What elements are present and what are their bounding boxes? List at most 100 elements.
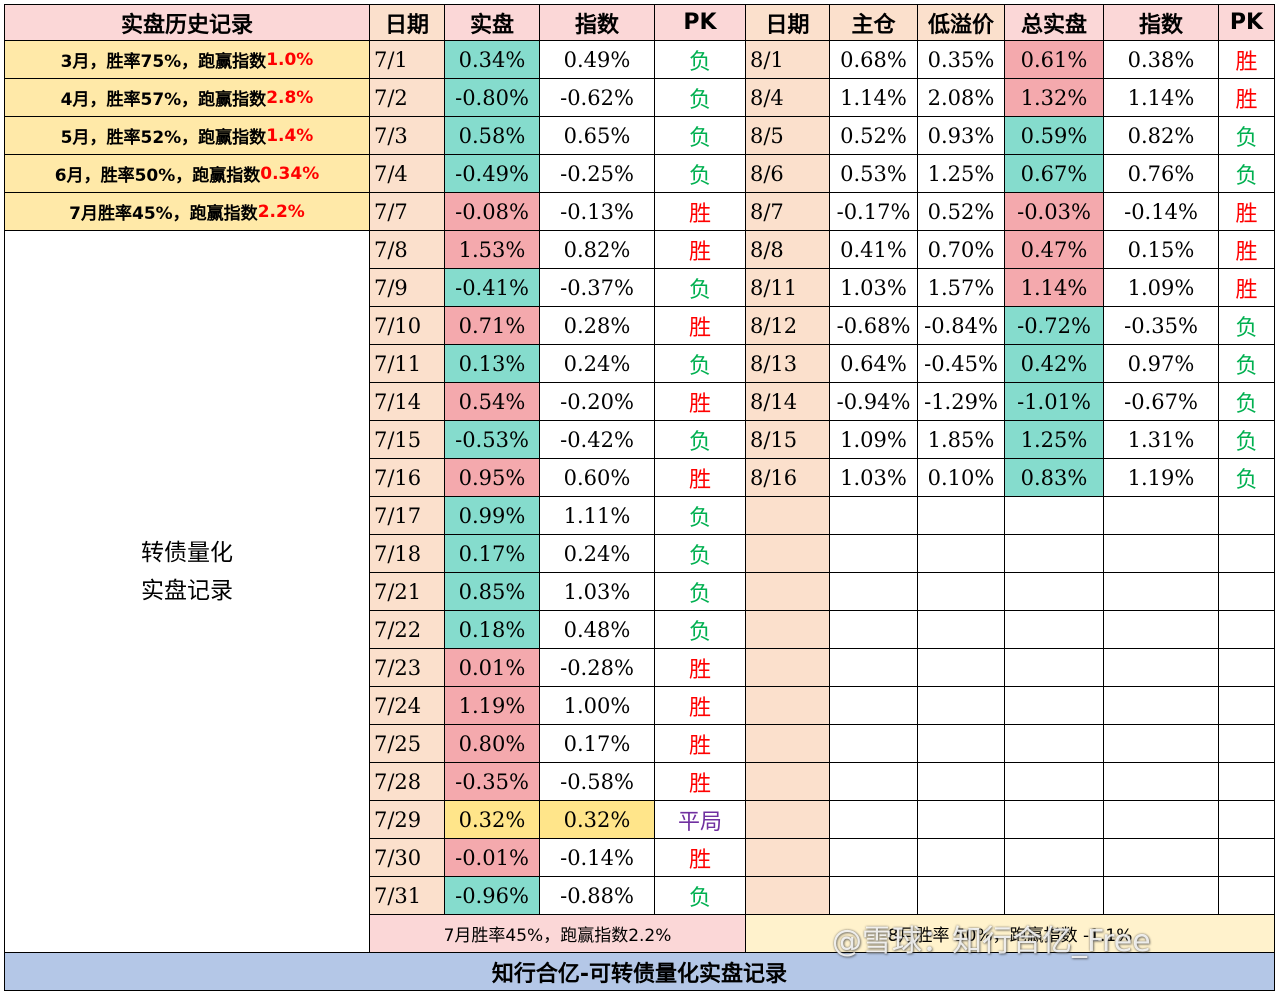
august-empty-cell <box>830 763 918 801</box>
august-empty-cell <box>918 839 1005 877</box>
july-summary: 7月胜率45%，跑赢指数2.2% <box>370 915 746 953</box>
july-index: -0.58% <box>540 763 655 801</box>
august-total: -0.03% <box>1005 193 1104 231</box>
august-empty-cell <box>1104 535 1219 573</box>
july-pk: 负 <box>655 421 746 459</box>
august-main: 1.03% <box>830 459 918 497</box>
july-pk: 胜 <box>655 383 746 421</box>
august-date: 8/11 <box>746 269 830 307</box>
august-empty-cell <box>830 801 918 839</box>
august-date: 8/16 <box>746 459 830 497</box>
july-date: 7/2 <box>370 79 445 117</box>
july-real: -0.96% <box>445 877 540 915</box>
august-empty-cell <box>1005 497 1104 535</box>
august-date-empty <box>746 649 830 687</box>
august-empty-cell <box>1219 839 1275 877</box>
july-real: 0.54% <box>445 383 540 421</box>
july-index: 0.82% <box>540 231 655 269</box>
august-pk: 负 <box>1219 459 1275 497</box>
july-date: 7/24 <box>370 687 445 725</box>
august-pk: 负 <box>1219 307 1275 345</box>
august-main: 0.64% <box>830 345 918 383</box>
august-total: 0.42% <box>1005 345 1104 383</box>
july-pk: 胜 <box>655 687 746 725</box>
history-label: 7月胜率45%，跑赢指数 <box>69 204 258 224</box>
august-summary: 8月胜率 50%，跑赢指数 -1.1% <box>746 915 1275 953</box>
history-row: 7月胜率45%，跑赢指数 2.2% <box>4 193 370 231</box>
august-date: 8/4 <box>746 79 830 117</box>
july-date: 7/29 <box>370 801 445 839</box>
july-real: 0.80% <box>445 725 540 763</box>
august-empty-cell <box>1219 801 1275 839</box>
july-index: -0.62% <box>540 79 655 117</box>
august-empty-cell <box>830 497 918 535</box>
history-row: 6月，胜率50%，跑赢指数 0.34% <box>4 155 370 193</box>
july-pk: 胜 <box>655 839 746 877</box>
history-row: 5月，胜率52%，跑赢指数 1.4% <box>4 117 370 155</box>
july-header: 日期 <box>370 4 445 41</box>
august-total: 0.67% <box>1005 155 1104 193</box>
july-date: 7/1 <box>370 41 445 79</box>
august-empty-cell <box>1005 649 1104 687</box>
history-label: 3月，胜率75%，跑赢指数 <box>60 52 267 72</box>
history-label: 6月，胜率50%，跑赢指数 <box>54 166 261 186</box>
july-index: 0.49% <box>540 41 655 79</box>
august-empty-cell <box>918 611 1005 649</box>
july-index: -0.13% <box>540 193 655 231</box>
july-real: 0.34% <box>445 41 540 79</box>
august-header: 日期 <box>746 4 830 41</box>
august-total: -1.01% <box>1005 383 1104 421</box>
august-date: 8/6 <box>746 155 830 193</box>
july-date: 7/11 <box>370 345 445 383</box>
august-pk: 胜 <box>1219 79 1275 117</box>
july-date: 7/10 <box>370 307 445 345</box>
merged-label: 转债量化 实盘记录 <box>4 231 370 953</box>
august-empty-cell <box>1005 801 1104 839</box>
july-real: -0.49% <box>445 155 540 193</box>
august-empty-cell <box>918 687 1005 725</box>
july-date: 7/30 <box>370 839 445 877</box>
august-empty-cell <box>1005 877 1104 915</box>
august-empty-cell <box>830 725 918 763</box>
august-empty-cell <box>1104 877 1219 915</box>
august-low-premium: 0.35% <box>918 41 1005 79</box>
merged-label-line: 实盘记录 <box>141 577 233 604</box>
august-index: -0.67% <box>1104 383 1219 421</box>
july-date: 7/23 <box>370 649 445 687</box>
august-empty-cell <box>1005 687 1104 725</box>
july-index: 0.65% <box>540 117 655 155</box>
august-empty-cell <box>1005 725 1104 763</box>
august-empty-cell <box>1219 877 1275 915</box>
august-index: 1.14% <box>1104 79 1219 117</box>
august-date: 8/8 <box>746 231 830 269</box>
history-row: 3月，胜率75%，跑赢指数 1.0% <box>4 41 370 79</box>
august-low-premium: 1.85% <box>918 421 1005 459</box>
august-empty-cell <box>830 535 918 573</box>
august-empty-cell <box>1104 687 1219 725</box>
july-index: 0.17% <box>540 725 655 763</box>
footer-title: 知行合亿-可转债量化实盘记录 <box>4 953 1275 991</box>
july-real: -0.53% <box>445 421 540 459</box>
july-pk: 胜 <box>655 193 746 231</box>
history-value: 2.8% <box>266 87 314 108</box>
july-date: 7/16 <box>370 459 445 497</box>
july-date: 7/15 <box>370 421 445 459</box>
july-date: 7/9 <box>370 269 445 307</box>
july-pk: 胜 <box>655 459 746 497</box>
july-real: 0.32% <box>445 801 540 839</box>
august-low-premium: 2.08% <box>918 79 1005 117</box>
august-empty-cell <box>830 877 918 915</box>
july-real: 0.13% <box>445 345 540 383</box>
august-empty-cell <box>918 535 1005 573</box>
august-index: 0.38% <box>1104 41 1219 79</box>
july-date: 7/31 <box>370 877 445 915</box>
august-index: 1.31% <box>1104 421 1219 459</box>
july-date: 7/22 <box>370 611 445 649</box>
august-empty-cell <box>1219 535 1275 573</box>
august-empty-cell <box>830 687 918 725</box>
august-total: 0.47% <box>1005 231 1104 269</box>
july-pk: 负 <box>655 41 746 79</box>
july-date: 7/3 <box>370 117 445 155</box>
august-low-premium: 0.52% <box>918 193 1005 231</box>
